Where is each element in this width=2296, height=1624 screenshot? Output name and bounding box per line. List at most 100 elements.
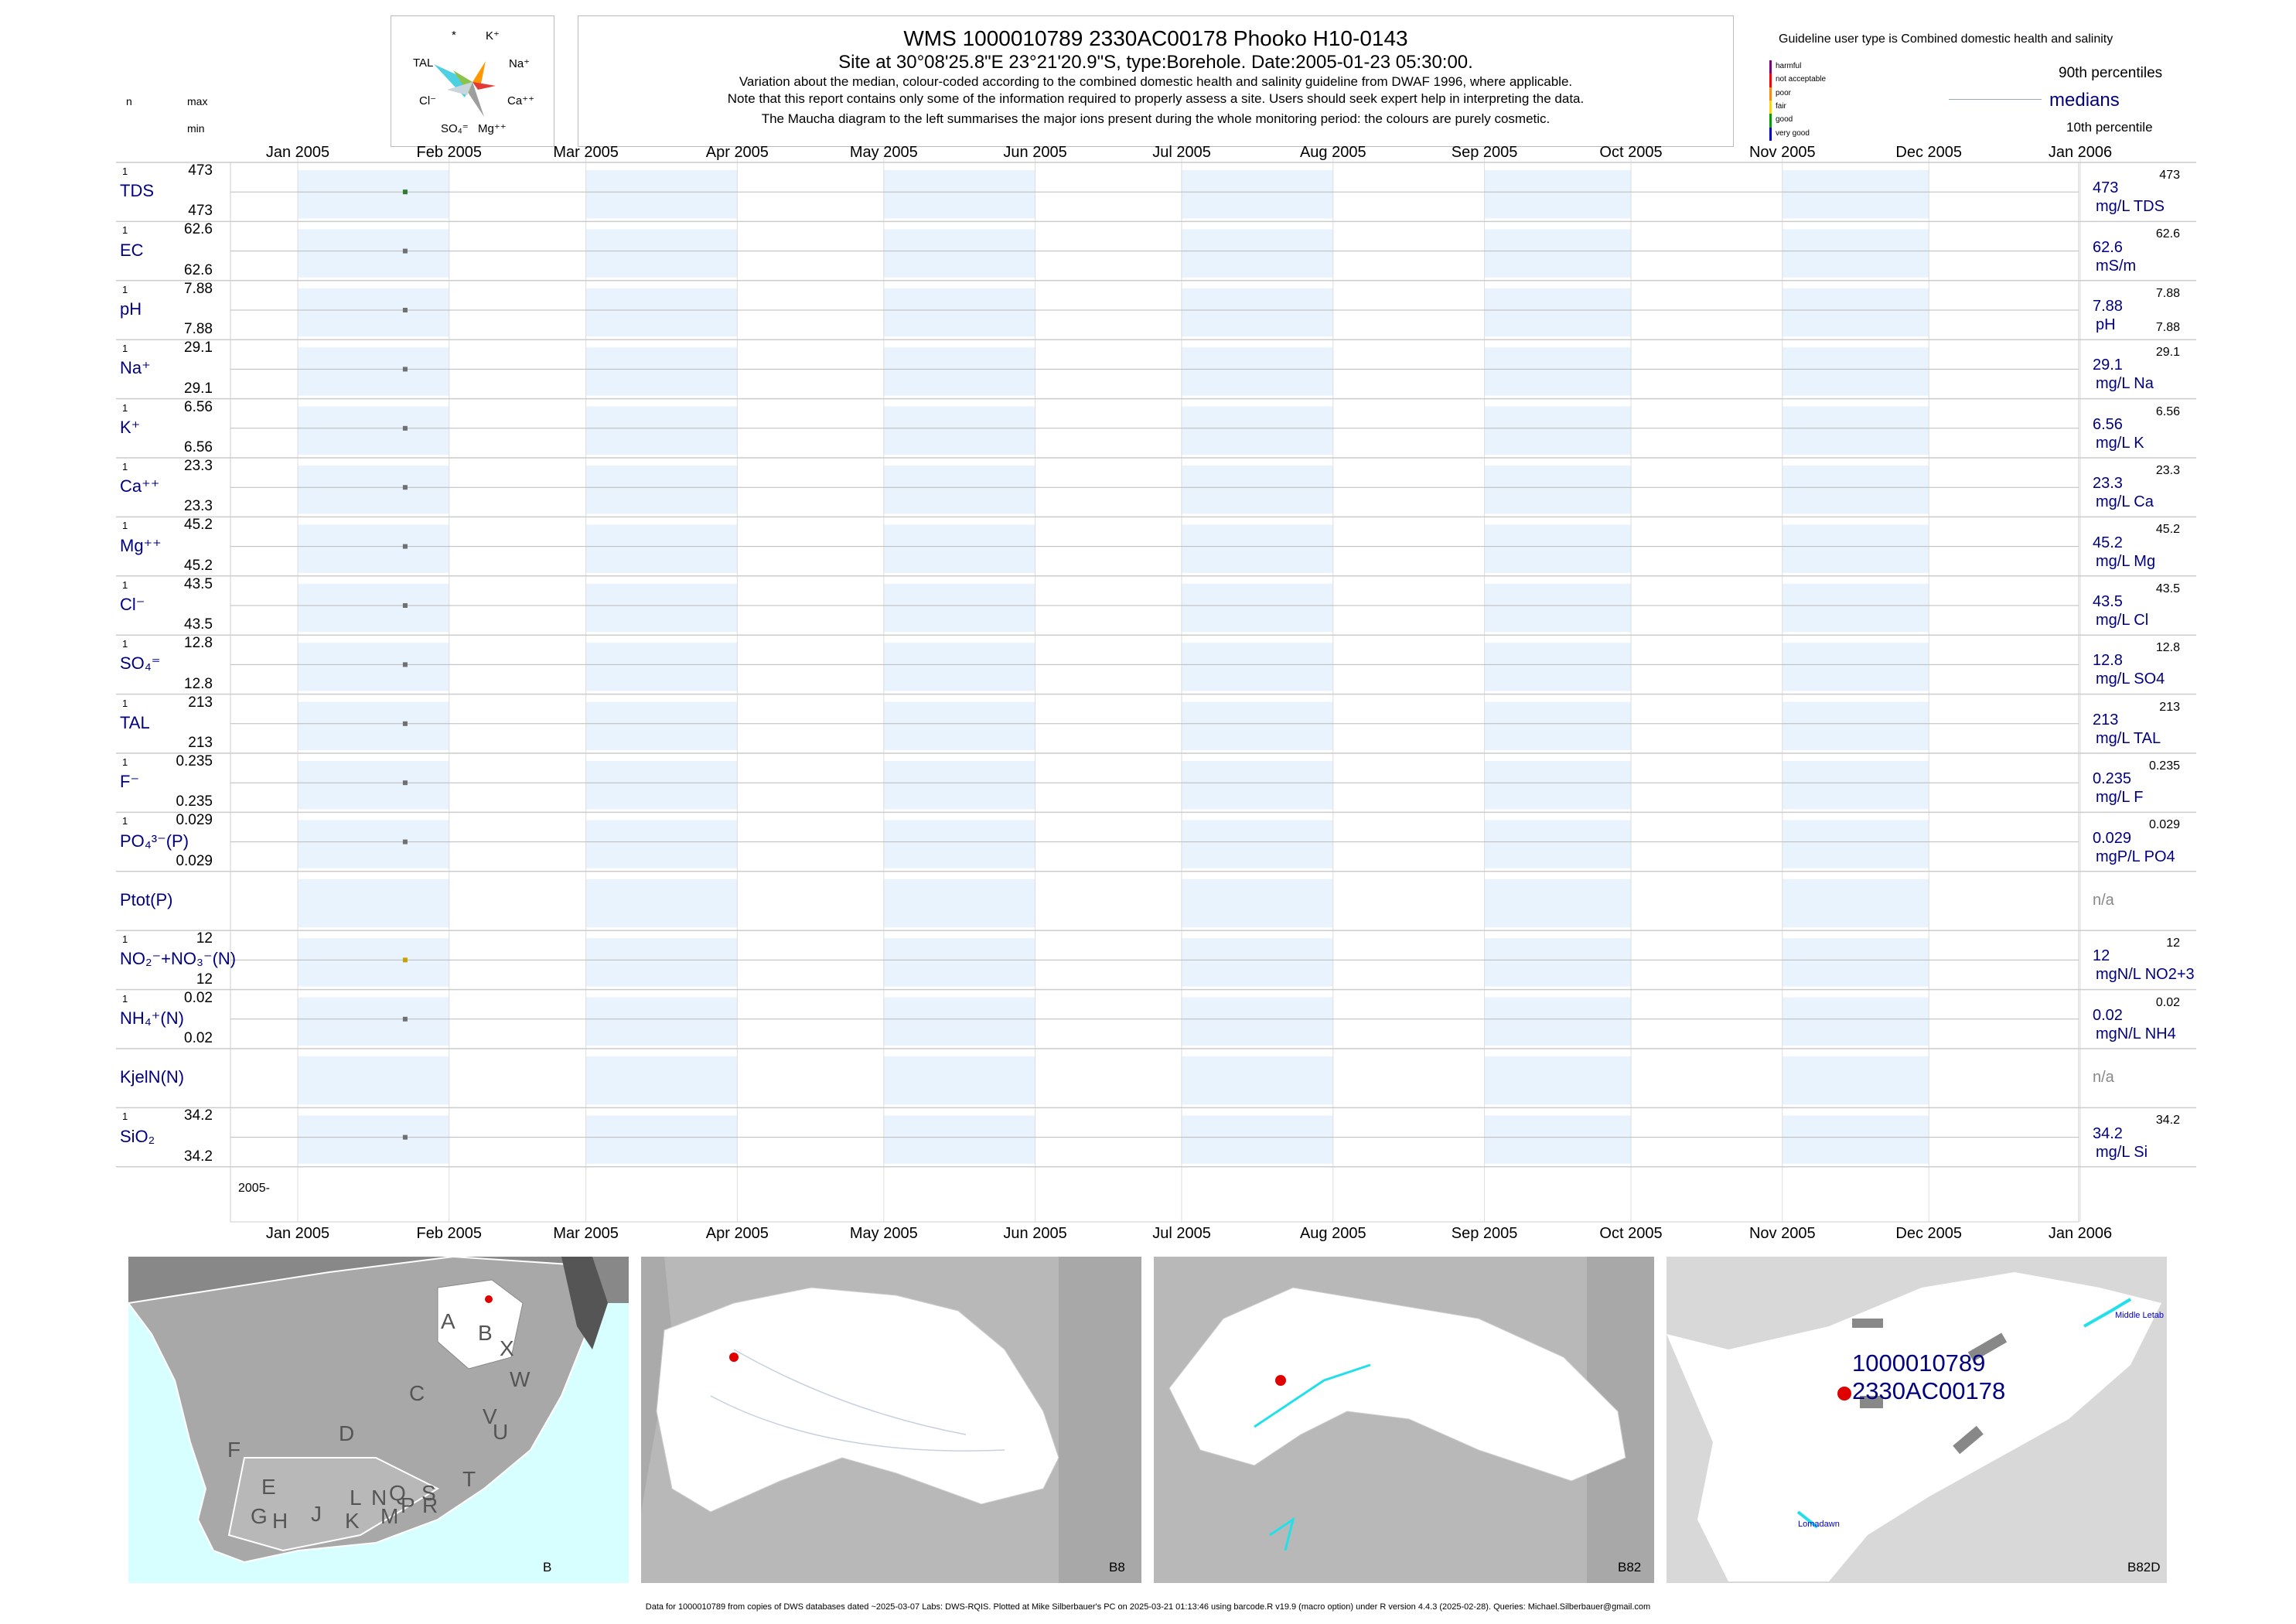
legend-level: not acceptable [1776,75,1827,84]
month-label-top: Aug 2005 [1299,144,1366,161]
month-band [298,1056,449,1105]
month-label-bottom: Jul 2005 [1152,1225,1211,1242]
maucha-label-mg: Mg⁺⁺ [478,122,507,135]
site-label-code: 2330AC00178 [1852,1377,2006,1404]
legend-level: good [1776,115,1793,125]
row-p90: 62.6 [2155,227,2180,241]
row-unit: mg/L Mg [2096,552,2156,570]
row-min: 12.8 [184,675,213,692]
month-band [585,1056,738,1105]
maucha-na [473,61,486,87]
row-n: 1 [122,578,128,591]
legend-medians: medians [2049,90,2120,111]
map-panel-b82d[interactable]: 1000010789 2330AC00178 Middle Letab Loma… [1667,1257,2167,1583]
month-band [585,229,738,278]
month-band [1484,701,1632,750]
month-band [298,583,449,633]
row-min: 0.235 [176,793,213,810]
legend-swatch [1769,114,1772,128]
chart-title: WMS 1000010789 2330AC00178 Phooko H10-01… [903,26,1408,50]
row-median: 6.56 [2093,415,2123,433]
row-unit: mg/L SO4 [2096,670,2165,688]
month-label-top: Mar 2005 [553,144,619,161]
month-band [1182,170,1333,219]
data-point [402,780,408,786]
data-point [402,189,408,195]
legend-p90: 90th percentiles [2059,65,2163,81]
map-region-letter: N [371,1486,387,1510]
month-label-top: May 2005 [849,144,918,161]
row-median: 12.8 [2093,652,2123,670]
month-band [883,879,1035,928]
month-label-top: Jan 2005 [265,144,330,161]
month-band [298,1115,449,1164]
month-band [585,643,738,691]
row-max: 12 [196,930,213,947]
month-band [883,643,1035,691]
row-min: 0.02 [184,1030,213,1046]
month-band [585,820,738,868]
row-unit: mg/L Na [2096,375,2154,393]
row-label: K⁺ [120,417,141,437]
map-site-dot-b82 [1275,1375,1286,1386]
map-region-letter: E [261,1475,276,1499]
row-unit: mS/m [2096,257,2137,275]
legend-level: fair [1776,102,1786,111]
map-region-letter: L [350,1486,362,1510]
month-band [1182,1056,1333,1105]
month-band [1484,524,1632,573]
map-region-letter: V [483,1404,497,1428]
month-band [1484,1115,1632,1164]
year-label: 2005- [238,1182,270,1195]
map-site-dot-b82d [1837,1387,1851,1401]
row-median-na: n/a [2093,892,2114,909]
month-band [298,643,449,691]
row-n: 1 [122,343,128,355]
month-band [883,524,1035,573]
place-lomadawn: Lomadawn [1798,1520,1840,1529]
month-band [1182,288,1333,337]
maucha-label-so4: SO₄⁼ [441,122,469,135]
month-band [1782,879,1929,928]
row-p90: 12.8 [2155,641,2180,655]
month-band [585,524,738,573]
map-b82d [1667,1272,2161,1581]
maucha-svg [434,61,496,117]
row-label: Ca⁺⁺ [120,476,160,496]
map-region-letter: M [380,1504,399,1528]
row-median: 213 [2093,711,2119,728]
month-band [298,701,449,750]
row-p90: 12 [2166,937,2180,950]
maucha-ca [473,82,496,90]
row-min: 0.029 [176,852,213,869]
map-region-letter: T [462,1467,476,1491]
map-region-letter: W [510,1367,531,1391]
month-band [1782,761,1929,810]
month-band [1782,643,1929,691]
row-label: Ptot(P) [120,890,173,909]
row-min: 473 [188,203,213,220]
month-band [1782,229,1929,278]
data-point [402,485,408,490]
month-band [883,938,1035,987]
map-region-letter: R [422,1493,438,1517]
month-band [883,347,1035,396]
map-panel-b8[interactable]: B8 [641,1257,1141,1583]
footer-note: Data for 1000010789 from copies of DWS d… [645,1602,1651,1612]
maucha-label-cl: Cl⁻ [419,94,437,107]
row-label: TAL [120,712,150,732]
row-max: 7.88 [184,280,213,297]
legend-swatch [1769,127,1772,141]
legend-swatch [1769,87,1772,101]
maucha-label-ca: Ca⁺⁺ [507,94,535,107]
month-band [1182,701,1333,750]
month-band [1484,879,1632,928]
note-line-3: The Maucha diagram to the left summarise… [761,111,1551,126]
legend-level: harmful [1776,62,1802,70]
month-band [1182,1115,1333,1164]
map-b8-corner-label: B8 [1109,1560,1125,1575]
data-point [402,248,408,254]
map-panel-b82[interactable]: B82 [1154,1257,1654,1583]
